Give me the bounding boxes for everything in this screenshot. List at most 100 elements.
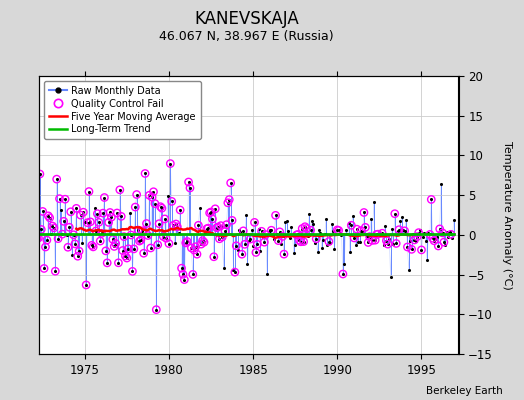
Point: [144, 232, 152, 239]
Point: [246, 236, 255, 242]
Point: [191, 244, 200, 250]
Point: [264, 228, 272, 235]
Point: [216, 222, 225, 229]
Point: [65, 224, 73, 230]
Point: [182, 240, 190, 246]
Point: [301, 224, 309, 230]
Point: [148, 194, 156, 200]
Point: [238, 251, 246, 258]
Point: [245, 238, 253, 245]
Point: [295, 237, 303, 244]
Point: [369, 198, 378, 205]
Point: [190, 247, 199, 253]
Point: [113, 210, 121, 216]
Point: [360, 209, 368, 216]
Point: [447, 231, 455, 238]
Point: [325, 238, 333, 245]
Point: [343, 231, 351, 238]
Point: [236, 229, 245, 235]
Point: [41, 244, 50, 250]
Point: [242, 212, 250, 218]
Point: [75, 248, 83, 254]
Point: [162, 235, 170, 242]
Point: [195, 205, 204, 211]
Point: [263, 271, 271, 277]
Point: [85, 188, 93, 195]
Point: [37, 226, 46, 233]
Point: [148, 194, 156, 200]
Point: [207, 209, 215, 215]
Point: [353, 226, 361, 232]
Point: [205, 210, 214, 216]
Point: [73, 253, 82, 260]
Point: [224, 200, 232, 206]
Point: [373, 231, 381, 238]
Point: [103, 260, 112, 266]
Point: [392, 240, 400, 247]
Point: [177, 265, 185, 271]
Point: [307, 227, 315, 234]
Point: [129, 246, 138, 252]
Point: [65, 224, 73, 230]
Point: [392, 240, 400, 247]
Point: [431, 235, 440, 242]
Point: [384, 241, 392, 247]
Point: [373, 231, 381, 238]
Point: [346, 248, 354, 255]
Point: [165, 240, 173, 247]
Point: [155, 220, 163, 227]
Point: [398, 214, 406, 220]
Point: [301, 224, 309, 230]
Point: [89, 244, 97, 250]
Point: [435, 226, 444, 232]
Point: [260, 239, 268, 245]
Point: [291, 242, 299, 248]
Point: [138, 228, 147, 234]
Point: [447, 231, 455, 238]
Point: [417, 247, 425, 253]
Point: [204, 225, 212, 231]
Point: [347, 222, 355, 228]
Point: [294, 231, 302, 238]
Point: [323, 242, 332, 248]
Point: [108, 236, 117, 242]
Point: [255, 226, 263, 232]
Point: [375, 228, 384, 235]
Point: [433, 234, 441, 240]
Point: [92, 228, 100, 234]
Point: [114, 260, 123, 266]
Point: [154, 242, 162, 248]
Point: [50, 225, 58, 231]
Point: [218, 234, 226, 240]
Point: [133, 191, 141, 198]
Y-axis label: Temperature Anomaly (°C): Temperature Anomaly (°C): [503, 141, 512, 289]
Point: [112, 240, 120, 247]
Point: [106, 209, 114, 216]
Point: [318, 245, 326, 252]
Point: [400, 228, 409, 234]
Point: [261, 232, 270, 238]
Point: [280, 251, 288, 257]
Point: [344, 220, 353, 226]
Point: [97, 230, 106, 236]
Point: [162, 235, 170, 242]
Point: [260, 239, 268, 245]
Point: [61, 196, 69, 202]
Point: [322, 216, 330, 222]
Point: [156, 204, 165, 210]
Point: [117, 213, 125, 220]
Point: [374, 231, 382, 237]
Point: [365, 234, 374, 240]
Point: [131, 204, 139, 210]
Point: [399, 227, 408, 234]
Point: [180, 276, 189, 283]
Point: [382, 238, 390, 244]
Point: [137, 237, 145, 243]
Point: [364, 239, 373, 246]
Point: [247, 227, 256, 234]
Point: [284, 228, 292, 234]
Point: [30, 202, 38, 208]
Point: [103, 260, 112, 266]
Point: [297, 238, 305, 245]
Point: [166, 160, 174, 167]
